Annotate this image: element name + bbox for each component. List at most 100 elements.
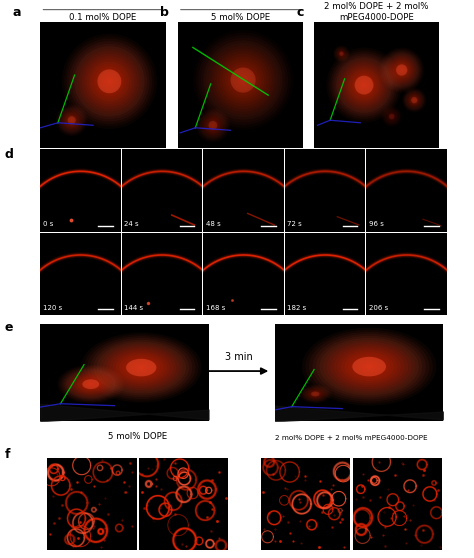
Circle shape (392, 60, 411, 80)
Circle shape (70, 118, 73, 122)
Circle shape (79, 51, 139, 112)
Circle shape (64, 369, 118, 400)
Circle shape (71, 373, 110, 396)
Circle shape (66, 370, 116, 398)
Circle shape (89, 383, 92, 385)
Circle shape (225, 61, 262, 99)
Circle shape (102, 74, 117, 89)
Circle shape (98, 69, 121, 93)
Circle shape (100, 71, 119, 92)
Circle shape (106, 347, 176, 388)
Circle shape (398, 66, 405, 74)
Circle shape (414, 99, 415, 101)
Circle shape (82, 379, 100, 389)
Circle shape (389, 57, 415, 83)
Text: 120 s: 120 s (43, 305, 62, 311)
Text: 0 s: 0 s (43, 222, 53, 228)
Circle shape (97, 341, 186, 393)
Circle shape (410, 96, 418, 104)
Circle shape (68, 117, 75, 124)
Circle shape (75, 375, 107, 393)
Circle shape (313, 392, 318, 396)
Text: d: d (5, 148, 14, 161)
Circle shape (67, 116, 76, 124)
Circle shape (69, 118, 74, 123)
Circle shape (334, 55, 394, 115)
Circle shape (399, 68, 404, 73)
Circle shape (319, 338, 419, 396)
Circle shape (85, 381, 96, 387)
Circle shape (397, 65, 407, 75)
Circle shape (352, 357, 386, 376)
Circle shape (354, 75, 374, 95)
Text: 96 s: 96 s (369, 222, 383, 228)
Circle shape (68, 371, 114, 397)
Text: 2 mol% DOPE + 2 mol% mPEG4000-DOPE: 2 mol% DOPE + 2 mol% mPEG4000-DOPE (275, 435, 428, 441)
Circle shape (355, 76, 374, 94)
Circle shape (365, 364, 373, 369)
Circle shape (240, 78, 246, 83)
Circle shape (92, 64, 127, 99)
Circle shape (411, 97, 418, 103)
Circle shape (84, 380, 98, 388)
Circle shape (323, 340, 415, 393)
Circle shape (387, 56, 416, 84)
Circle shape (82, 54, 137, 109)
Circle shape (413, 99, 416, 102)
Circle shape (336, 57, 392, 113)
Circle shape (125, 358, 157, 377)
Circle shape (313, 393, 317, 395)
Text: 5 mol% DOPE: 5 mol% DOPE (108, 432, 167, 441)
Circle shape (340, 61, 388, 109)
Circle shape (73, 374, 109, 395)
Circle shape (84, 56, 135, 107)
Title: 0.1 mol% DOPE: 0.1 mol% DOPE (69, 12, 137, 22)
Circle shape (311, 392, 319, 396)
Text: 206 s: 206 s (369, 305, 388, 311)
Text: 182 s: 182 s (287, 305, 307, 311)
Circle shape (107, 79, 112, 84)
Circle shape (337, 348, 401, 385)
Circle shape (211, 123, 215, 127)
Circle shape (68, 116, 76, 124)
Circle shape (65, 113, 79, 127)
Circle shape (232, 70, 254, 90)
Circle shape (389, 114, 394, 119)
Text: c: c (296, 6, 303, 19)
Circle shape (90, 338, 192, 397)
Text: 3 min: 3 min (226, 352, 253, 362)
Circle shape (87, 59, 132, 104)
Circle shape (71, 119, 73, 121)
Circle shape (212, 124, 214, 126)
Circle shape (94, 66, 125, 97)
Circle shape (227, 64, 259, 96)
Circle shape (356, 77, 372, 93)
Text: 48 s: 48 s (206, 222, 220, 228)
Circle shape (355, 358, 383, 375)
Circle shape (362, 83, 366, 87)
Circle shape (390, 58, 414, 82)
Circle shape (126, 359, 156, 377)
Circle shape (344, 65, 384, 105)
Circle shape (230, 67, 256, 93)
Circle shape (109, 349, 173, 386)
Circle shape (393, 62, 410, 78)
Circle shape (386, 55, 417, 85)
Circle shape (316, 336, 422, 397)
Circle shape (312, 334, 426, 400)
Circle shape (360, 81, 368, 89)
Circle shape (312, 392, 319, 396)
Circle shape (209, 122, 217, 129)
Circle shape (74, 46, 145, 117)
Title: 2 mol% DOPE + 2 mol%
mPEG4000-DOPE: 2 mol% DOPE + 2 mol% mPEG4000-DOPE (324, 2, 429, 22)
Circle shape (352, 73, 376, 97)
Circle shape (314, 393, 316, 395)
Circle shape (358, 360, 380, 373)
Circle shape (327, 342, 411, 391)
Circle shape (238, 75, 248, 85)
Circle shape (132, 362, 151, 373)
Circle shape (338, 59, 390, 111)
Circle shape (348, 69, 380, 101)
Circle shape (89, 61, 129, 102)
Circle shape (116, 353, 167, 382)
